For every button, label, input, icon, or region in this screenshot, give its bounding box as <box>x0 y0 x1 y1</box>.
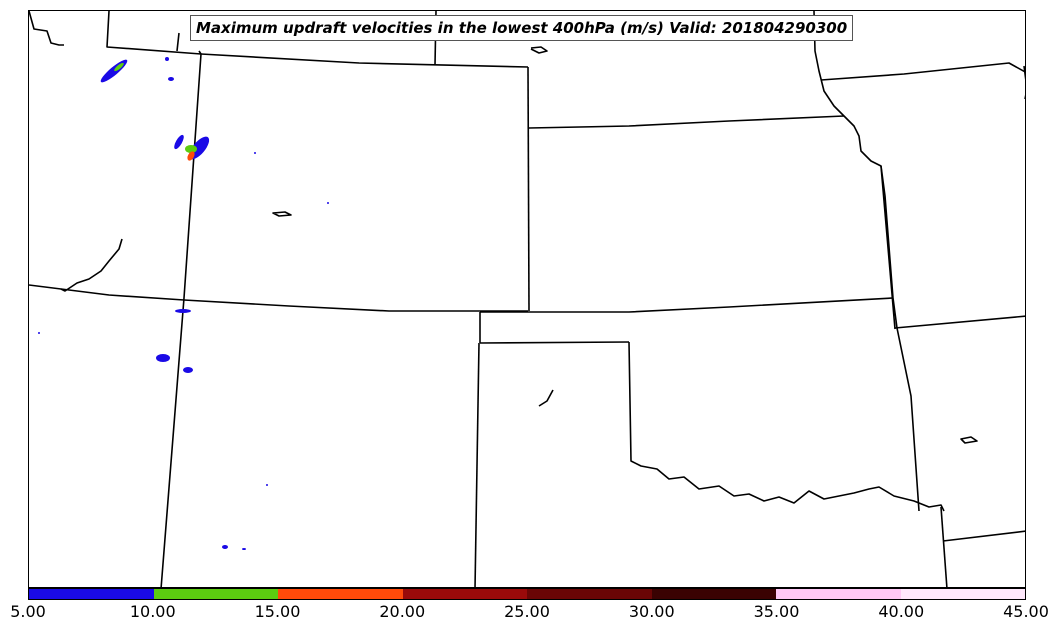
colorbar-segment <box>278 589 403 599</box>
updraft-cell <box>254 152 256 154</box>
updraft-cell <box>100 59 128 83</box>
updraft-cell <box>165 57 169 61</box>
lake-outline-6 <box>960 436 978 444</box>
border-ok-panhandle <box>628 341 945 512</box>
colorbar-tick-label: 30.00 <box>628 602 675 621</box>
colorbar-tick-label: 15.00 <box>254 602 301 621</box>
border-ia-mo <box>894 315 1025 329</box>
map-panel <box>28 10 1026 588</box>
colorbar-segment <box>776 589 901 599</box>
border-wy-co <box>29 284 528 312</box>
border-wy-ne <box>527 66 530 312</box>
border-nm-tx <box>474 342 480 587</box>
river-1 <box>1023 65 1025 99</box>
colorbar-tick-label: 35.00 <box>753 602 800 621</box>
updraft-cell <box>156 354 170 362</box>
updraft-cell <box>187 151 195 161</box>
border-ia-mn <box>820 62 1025 81</box>
updraft-cell <box>242 548 246 550</box>
updraft-cell <box>327 202 329 204</box>
map-canvas <box>29 11 1025 587</box>
border-id-wy <box>160 53 202 587</box>
lake-outline-4 <box>60 238 123 292</box>
colorbar-tick-label: 25.00 <box>504 602 550 621</box>
border-tx-east <box>940 506 948 587</box>
updraft-cell <box>266 484 268 486</box>
map-title: Maximum updraft velocities in the lowest… <box>190 15 854 41</box>
lake-outline-2 <box>530 46 548 54</box>
colorbar <box>28 588 1026 600</box>
updraft-cell <box>222 545 228 549</box>
border-co-nm <box>479 341 630 344</box>
border-ne-ia <box>813 11 894 299</box>
updraft-contours <box>38 57 329 550</box>
colorbar-tick-label: 20.00 <box>379 602 426 621</box>
border-mt-south <box>106 11 202 55</box>
border-wy-north <box>200 53 529 68</box>
updraft-cell <box>174 134 184 150</box>
border-ar-north <box>942 530 1025 542</box>
colorbar-segment <box>527 589 652 599</box>
border-ks-mo <box>892 297 920 512</box>
lake-outline-3 <box>272 211 292 217</box>
lake-outline-5 <box>538 389 554 407</box>
updraft-cell <box>114 62 124 72</box>
updraft-cell <box>185 145 197 153</box>
colorbar-segment <box>651 589 776 599</box>
state-borders <box>29 11 1025 587</box>
colorbar-tick-label: 10.00 <box>129 602 176 621</box>
updraft-cell <box>168 77 174 81</box>
colorbar-ticks: 5.00 10.00 15.00 20.00 25.00 30.00 35.00 40.00 4… <box>0 602 1060 626</box>
border-ne-sd <box>528 115 845 129</box>
lake-outline-1 <box>29 11 64 46</box>
updraft-cell <box>38 332 40 334</box>
colorbar-tick-label: 5.00 <box>10 602 46 621</box>
border-ne-ks <box>480 297 894 313</box>
colorbar-segment <box>402 589 527 599</box>
lake-outline-7 <box>176 32 180 52</box>
colorbar-segment <box>153 589 278 599</box>
updraft-cell <box>183 367 193 373</box>
updraft-cell <box>175 309 191 313</box>
colorbar-tick-label: 45.00 <box>1003 602 1049 621</box>
border-mo-ia <box>880 165 896 330</box>
colorbar-segment <box>900 589 1025 599</box>
colorbar-tick-label: 40.00 <box>878 602 925 621</box>
colorbar-segment <box>29 589 154 599</box>
